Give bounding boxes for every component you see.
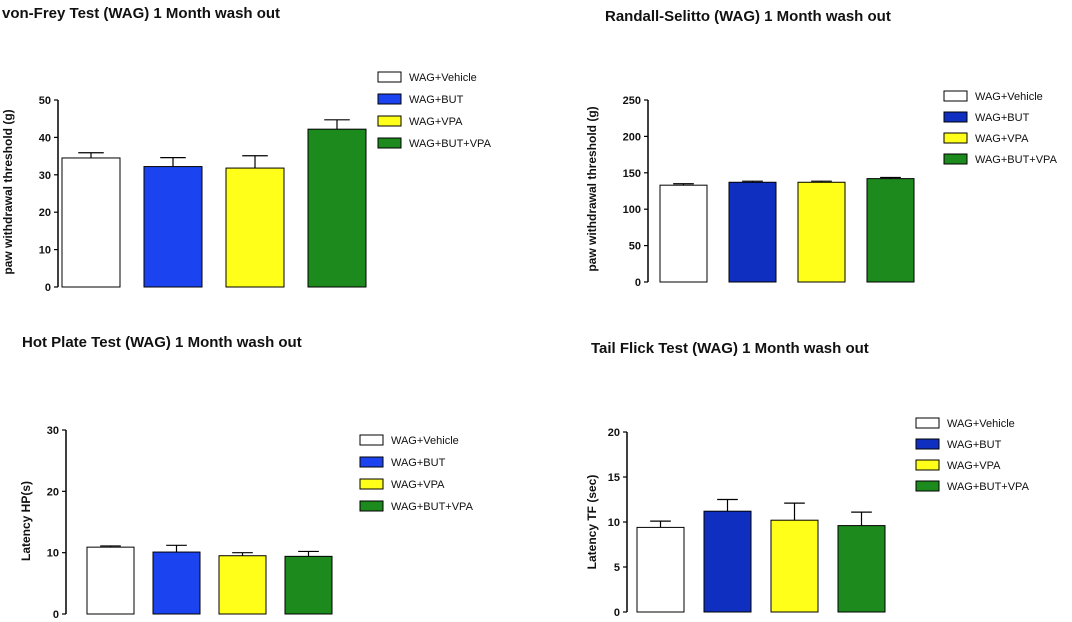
legend-swatch-3 [943, 153, 968, 165]
bar-1 [703, 510, 752, 613]
legend-label-0: WAG+Vehicle [409, 72, 477, 84]
chart-title: Randall-Selitto (WAG) 1 Month wash out [605, 8, 891, 25]
legend-swatch-0 [915, 417, 940, 429]
y-axis-label: paw withdrawal threshold (g) [1, 109, 15, 274]
legend-swatch-0 [943, 90, 968, 102]
legend-swatch-3 [377, 137, 402, 149]
chart-von-frey: von-Frey Test (WAG) 1 Month wash out paw… [1, 5, 492, 294]
legend-label-1: WAG+BUT [409, 94, 464, 106]
legend-label-1: WAG+BUT [975, 112, 1030, 124]
y-tick-label: 10 [608, 517, 620, 529]
y-tick-label: 150 [623, 168, 641, 180]
bar-0 [659, 184, 708, 283]
legend-label-2: WAG+VPA [975, 133, 1029, 145]
chart-title: Hot Plate Test (WAG) 1 Month wash out [22, 334, 302, 351]
legend-label-2: WAG+VPA [391, 479, 445, 491]
y-tick-label: 100 [623, 204, 641, 216]
y-tick-label: 50 [39, 95, 51, 107]
bar-0 [636, 526, 685, 613]
y-tick-label: 250 [623, 95, 641, 107]
bar-1 [152, 551, 201, 615]
legend-swatch-0 [377, 71, 402, 83]
bar-1 [143, 166, 203, 288]
legend-swatch-1 [943, 111, 968, 123]
legend-label-0: WAG+Vehicle [391, 435, 459, 447]
bar-0 [86, 546, 135, 615]
y-axis-label: Latency TF (sec) [585, 475, 599, 570]
y-axis-label: paw withdrawal threshold (g) [585, 106, 599, 271]
legend-swatch-0 [359, 434, 384, 446]
y-tick-label: 20 [47, 486, 59, 498]
y-tick-label: 20 [608, 427, 620, 439]
legend-swatch-2 [915, 459, 940, 471]
y-tick-label: 0 [614, 607, 620, 619]
y-tick-label: 200 [623, 131, 641, 143]
y-tick-label: 0 [45, 282, 51, 294]
legend-label-1: WAG+BUT [391, 457, 446, 469]
legend-label-3: WAG+BUT+VPA [947, 481, 1030, 493]
legend-label-0: WAG+Vehicle [947, 418, 1015, 430]
bar-2 [218, 555, 267, 615]
legend-swatch-2 [359, 478, 384, 490]
chart-randall-selitto: Randall-Selitto (WAG) 1 Month wash out p… [585, 8, 1058, 289]
legend-swatch-3 [915, 480, 940, 492]
bar-3 [866, 178, 915, 283]
legend-swatch-3 [359, 500, 384, 512]
legend-swatch-1 [359, 456, 384, 468]
bar-3 [307, 128, 367, 288]
y-tick-label: 30 [47, 425, 59, 437]
y-tick-label: 10 [39, 245, 51, 257]
legend-label-1: WAG+BUT [947, 439, 1002, 451]
legend-swatch-2 [377, 115, 402, 127]
legend-label-3: WAG+BUT+VPA [409, 138, 492, 150]
legend-label-2: WAG+VPA [409, 116, 463, 128]
legend-label-3: WAG+BUT+VPA [391, 501, 474, 513]
bar-2 [770, 519, 819, 613]
chart-hot-plate: Hot Plate Test (WAG) 1 Month wash out La… [19, 334, 474, 621]
legend-swatch-2 [943, 132, 968, 144]
y-tick-label: 10 [47, 548, 59, 560]
y-tick-label: 15 [608, 472, 620, 484]
y-axis-label: Latency HP(s) [19, 481, 33, 561]
y-tick-label: 30 [39, 170, 51, 182]
y-tick-label: 5 [614, 562, 620, 574]
legend-label-3: WAG+BUT+VPA [975, 154, 1058, 166]
y-tick-label: 40 [39, 132, 51, 144]
legend-label-2: WAG+VPA [947, 460, 1001, 472]
legend-label-0: WAG+Vehicle [975, 91, 1043, 103]
legend-swatch-1 [915, 438, 940, 450]
chart-title: Tail Flick Test (WAG) 1 Month wash out [591, 340, 869, 357]
bar-3 [837, 525, 886, 613]
bar-2 [797, 181, 846, 283]
y-tick-label: 50 [629, 241, 641, 253]
y-tick-label: 0 [635, 277, 641, 289]
legend-swatch-1 [377, 93, 402, 105]
y-tick-label: 0 [53, 609, 59, 621]
bar-1 [728, 181, 777, 283]
bar-2 [225, 167, 285, 288]
bar-3 [284, 555, 333, 615]
chart-title: von-Frey Test (WAG) 1 Month wash out [2, 5, 280, 22]
chart-tail-flick: Tail Flick Test (WAG) 1 Month wash out L… [585, 340, 1030, 619]
bar-0 [61, 157, 121, 288]
y-tick-label: 20 [39, 207, 51, 219]
